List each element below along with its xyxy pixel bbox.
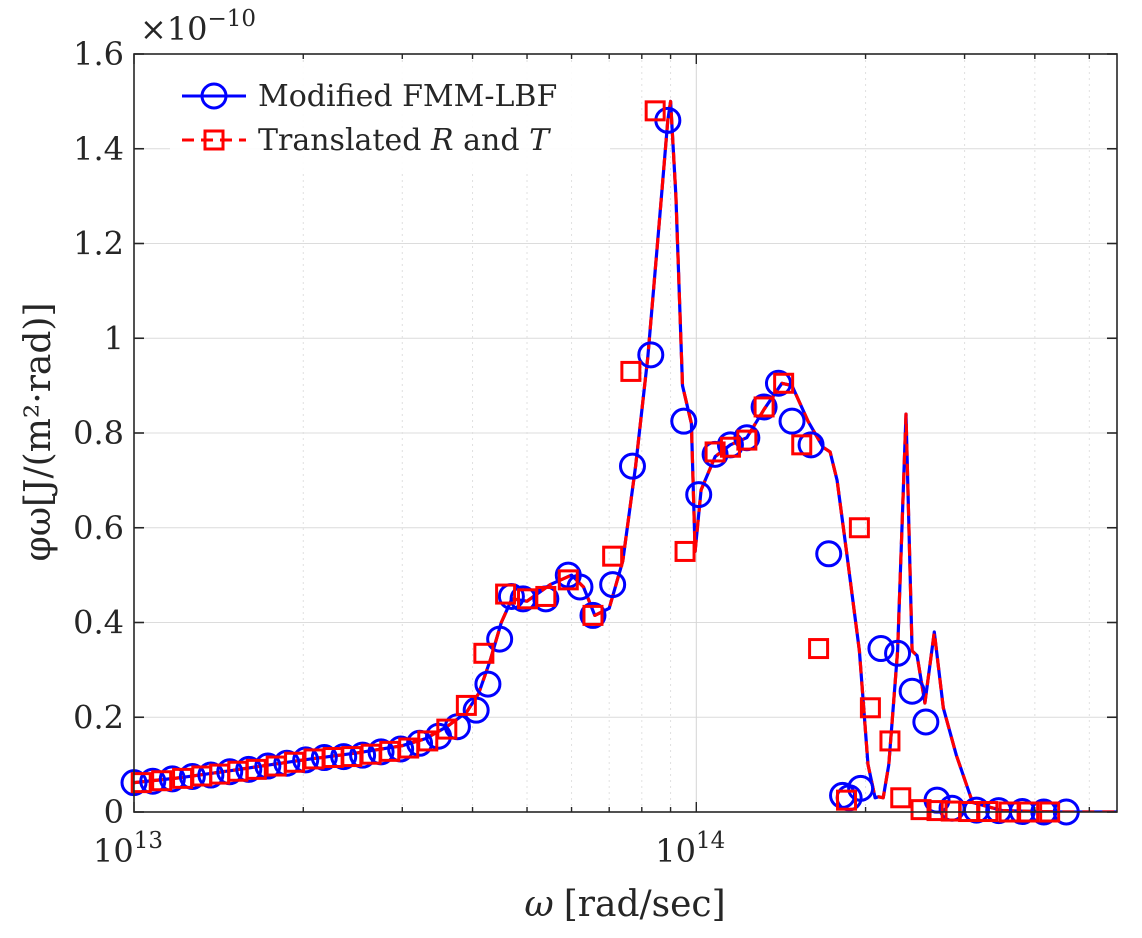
marker-circle [599, 571, 627, 599]
marker-square [495, 583, 517, 605]
marker-square [736, 429, 758, 451]
marker-circle [670, 407, 698, 435]
marker-square [582, 604, 604, 626]
marker-circle [884, 639, 912, 667]
marker-square [773, 372, 795, 394]
marker-circle [139, 767, 167, 795]
marker-square [535, 585, 557, 607]
x-axis-label: ω [rad/sec] [524, 884, 725, 925]
legend: Modified FMM-LBF Translated R and T [170, 66, 610, 170]
marker-square [910, 799, 932, 821]
y-tick-label: 1.6 [73, 35, 124, 73]
marker-square [704, 441, 726, 463]
marker-circle [310, 744, 338, 772]
ticks: 0 0.2 0.4 0.6 0.8 1 1.2 1.4 1.6 1013 1014 [73, 35, 1117, 870]
marker-square [926, 800, 948, 822]
plot-area [120, 99, 1117, 826]
legend-marker-square [203, 129, 225, 151]
marker-circle [685, 481, 713, 509]
marker-circle [750, 393, 778, 421]
marker-circle [618, 452, 646, 480]
marker-square [808, 638, 830, 660]
legend-label-modified-fmm-lbf: Modified FMM-LBF [258, 79, 557, 114]
marker-square [455, 694, 477, 716]
legend-label-translated: Translated R and T [258, 123, 551, 158]
marker-square [644, 100, 666, 122]
marker-circle [254, 752, 282, 780]
marker-circle [292, 746, 320, 774]
marker-circle [579, 601, 607, 629]
y-exponent-label: ×10−10 [140, 6, 256, 48]
marker-circle [637, 341, 665, 369]
marker-circle [474, 670, 502, 698]
legend-box [170, 66, 610, 170]
marker-square [674, 540, 696, 562]
marker-circle [815, 540, 843, 568]
x-tick-label: 1014 [655, 828, 725, 870]
marker-circle [764, 369, 792, 397]
marker-circle [566, 573, 594, 601]
marker-square [620, 360, 642, 382]
marker-square [890, 787, 912, 809]
marker-circle [197, 761, 225, 789]
marker-circle [778, 407, 806, 435]
legend-marker-circle [200, 82, 228, 110]
y-tick-label: 0.4 [73, 604, 124, 642]
marker-circle [349, 741, 377, 769]
marker-circle [912, 708, 940, 736]
y-tick-label: 0.2 [73, 698, 124, 736]
marker-square [602, 545, 624, 567]
marker-square [848, 517, 870, 539]
y-axis-label: φω[J/(m²·rad)] [18, 302, 59, 561]
marker-square [791, 434, 813, 456]
y-tick-label: 1.2 [73, 225, 124, 263]
x-tick-label: 1013 [93, 828, 163, 870]
marker-square [557, 569, 579, 591]
marker-circle [387, 735, 415, 763]
marker-circle [330, 743, 358, 771]
marker-square [130, 772, 152, 794]
y-tick-label: 1.4 [73, 130, 124, 168]
marker-circle [158, 765, 186, 793]
y-tick-label: 0 [104, 793, 124, 831]
grid [133, 53, 1117, 813]
marker-circle [867, 635, 895, 663]
marker-square [473, 642, 495, 664]
y-tick-label: 1 [104, 319, 124, 357]
marker-square [151, 770, 173, 792]
marker-circle [847, 774, 875, 802]
marker-square [859, 697, 881, 719]
y-tick-label: 0.6 [73, 509, 124, 547]
marker-square [879, 730, 901, 752]
series-line-translated [134, 99, 1117, 812]
marker-circle [273, 749, 301, 777]
marker-square [719, 436, 741, 458]
marker-square [245, 758, 267, 780]
marker-square [836, 789, 858, 811]
marker-square [417, 730, 439, 752]
marker-circle [235, 755, 263, 783]
y-tick-label: 0.8 [73, 414, 124, 452]
marker-square [753, 396, 775, 418]
marker-circle [898, 677, 926, 705]
marker-square [436, 718, 458, 740]
marker-circle [486, 625, 514, 653]
marker-circle [797, 431, 825, 459]
